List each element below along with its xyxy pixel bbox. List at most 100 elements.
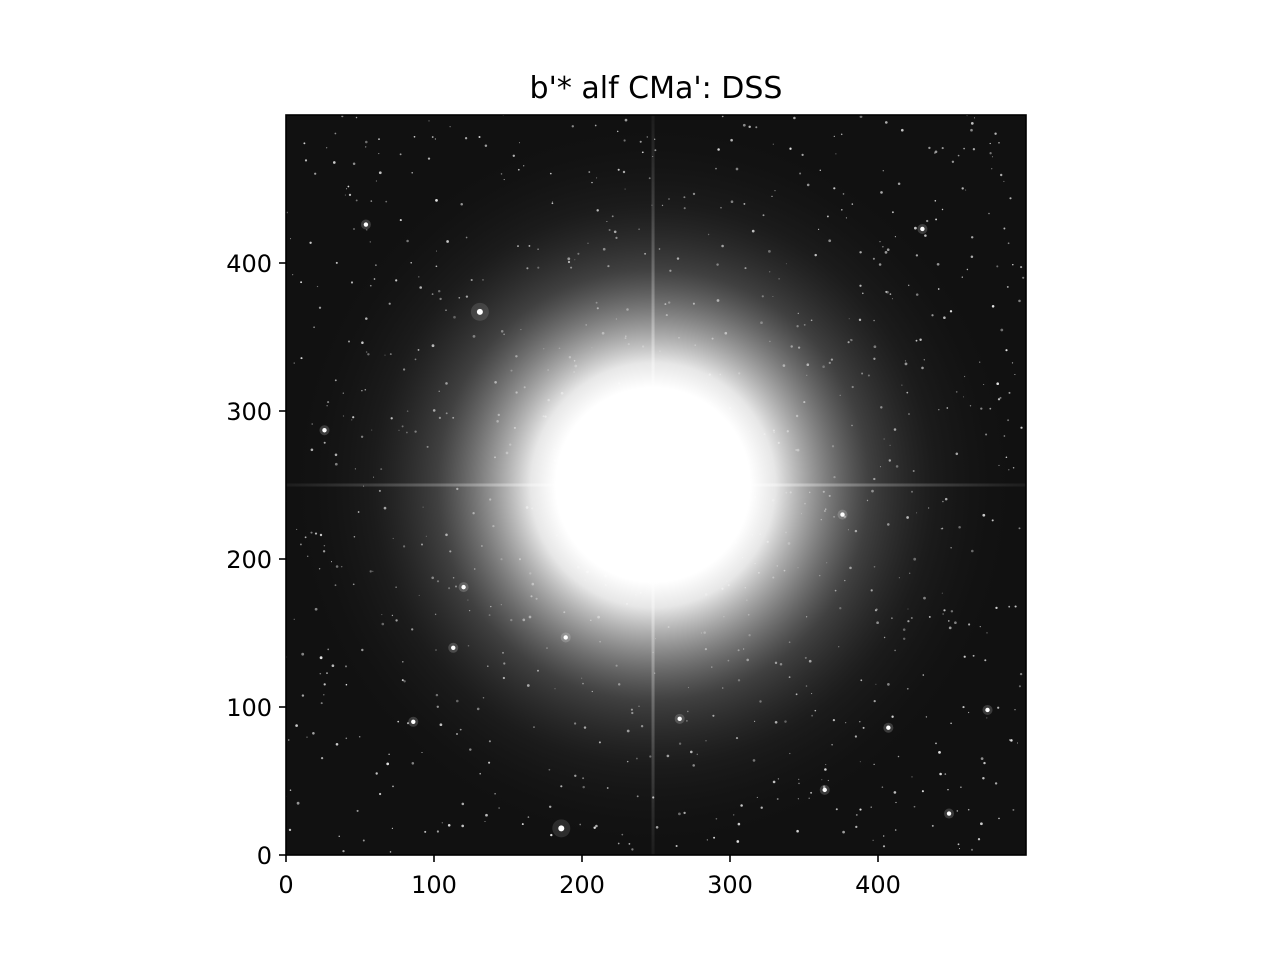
faint-star — [313, 326, 315, 329]
faint-star — [881, 786, 884, 788]
faint-star — [292, 274, 294, 276]
faint-star — [295, 724, 298, 727]
faint-star — [935, 742, 937, 745]
faint-star — [1020, 266, 1023, 269]
faint-star — [309, 241, 312, 244]
faint-star — [914, 226, 917, 230]
faint-star — [855, 813, 858, 816]
faint-star — [980, 757, 984, 760]
faint-star — [772, 143, 774, 145]
faint-star — [961, 187, 964, 190]
faint-star — [326, 672, 328, 674]
faint-star — [411, 762, 415, 765]
faint-star — [1018, 527, 1021, 530]
faint-star — [970, 122, 974, 125]
faint-star — [986, 632, 988, 634]
faint-star — [1016, 742, 1019, 744]
faint-star — [1007, 242, 1010, 245]
faint-star — [1009, 739, 1011, 741]
faint-star — [378, 792, 382, 796]
faint-star — [631, 848, 634, 851]
faint-star — [966, 268, 969, 271]
faint-star — [941, 208, 944, 211]
faint-star — [369, 241, 372, 243]
faint-star — [991, 156, 994, 158]
faint-star — [338, 835, 340, 837]
bright-star — [476, 308, 483, 315]
faint-star — [986, 717, 988, 719]
faint-star — [1003, 227, 1006, 230]
faint-star — [378, 153, 380, 155]
faint-star — [345, 737, 348, 740]
faint-star — [314, 172, 317, 175]
faint-star — [900, 128, 904, 132]
faint-star — [320, 702, 323, 705]
faint-star — [970, 128, 973, 132]
faint-star — [859, 115, 863, 118]
faint-star — [385, 200, 388, 203]
faint-star — [999, 173, 1003, 177]
faint-star — [335, 742, 339, 746]
faint-star — [965, 189, 967, 191]
bright-star — [461, 584, 466, 590]
faint-star — [991, 305, 995, 308]
faint-star — [345, 683, 348, 686]
faint-star — [742, 123, 746, 127]
faint-star — [983, 761, 986, 765]
faint-star — [951, 160, 955, 163]
faint-star — [434, 138, 437, 140]
faint-star — [934, 150, 938, 154]
faint-star — [1014, 709, 1016, 711]
faint-star — [347, 185, 350, 188]
faint-star — [835, 153, 837, 155]
faint-star — [793, 116, 796, 120]
faint-star — [973, 117, 976, 119]
faint-star — [748, 125, 751, 129]
y-tick-label: 100 — [226, 694, 272, 722]
faint-star — [335, 261, 338, 264]
faint-star — [461, 802, 465, 806]
faint-star — [1012, 263, 1014, 266]
faint-star — [287, 739, 290, 741]
faint-star — [801, 153, 804, 157]
faint-star — [300, 281, 303, 284]
faint-star — [893, 791, 897, 794]
faint-star — [870, 806, 872, 808]
faint-star — [342, 849, 345, 853]
bright-star — [451, 645, 456, 650]
faint-star — [323, 694, 325, 696]
faint-star — [1008, 391, 1011, 394]
chart-title: b'* alf CMa': DSS — [530, 71, 783, 106]
faint-star — [348, 193, 352, 197]
faint-star — [913, 805, 916, 808]
faint-star — [391, 827, 393, 829]
faint-star — [842, 830, 845, 834]
faint-star — [370, 200, 373, 202]
bright-star — [558, 825, 565, 832]
faint-star — [928, 146, 931, 150]
faint-star — [970, 236, 974, 239]
faint-star — [934, 200, 937, 202]
faint-star — [521, 823, 524, 826]
faint-star — [972, 654, 975, 657]
faint-star — [358, 736, 361, 738]
faint-star — [411, 172, 413, 174]
faint-star — [736, 840, 740, 843]
faint-star — [399, 153, 402, 156]
y-axis: 0 100 200 300 400 — [226, 250, 286, 870]
faint-star — [319, 656, 323, 660]
faint-star — [327, 648, 330, 651]
faint-star — [963, 147, 965, 150]
faint-star — [355, 199, 358, 202]
faint-star — [594, 124, 597, 127]
faint-star — [967, 711, 970, 714]
bright-star — [946, 811, 952, 816]
faint-star — [436, 830, 439, 833]
faint-star — [375, 772, 378, 775]
faint-star — [1014, 373, 1016, 376]
y-tick-label: 200 — [226, 546, 272, 574]
x-tick-label: 300 — [707, 871, 753, 899]
faint-star — [326, 147, 328, 149]
faint-star — [855, 825, 858, 829]
